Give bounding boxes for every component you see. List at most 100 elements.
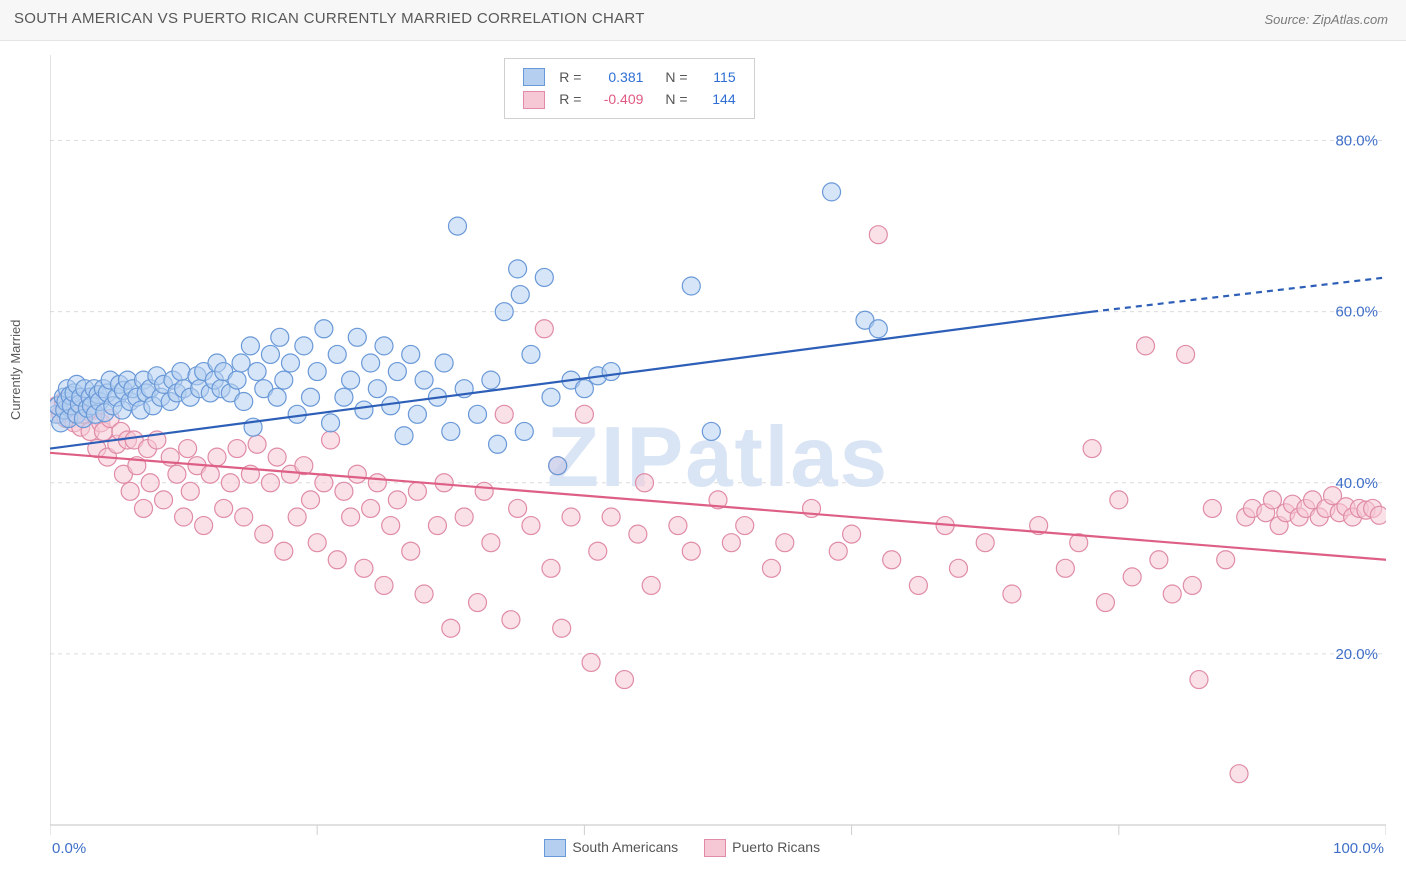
point [1083,440,1101,458]
point [823,183,841,201]
legend-label: South Americans [572,839,678,855]
chart-source: Source: ZipAtlas.com [1264,12,1388,27]
point [682,542,700,560]
point [228,371,246,389]
point [511,286,529,304]
point [455,508,473,526]
chart-title: SOUTH AMERICAN VS PUERTO RICAN CURRENTLY… [14,10,645,27]
legend-r-value: -0.409 [589,89,649,109]
point [602,363,620,381]
point [261,474,279,492]
point [388,491,406,509]
point [1177,345,1195,363]
point [255,525,273,543]
point [415,585,433,603]
point [235,508,253,526]
point [515,422,533,440]
point [542,559,560,577]
point [241,337,259,355]
point [295,337,313,355]
point [1230,765,1248,783]
point [362,499,380,517]
point [1183,576,1201,594]
point [181,482,199,500]
point [322,431,340,449]
point [1123,568,1141,586]
point [268,448,286,466]
point [949,559,967,577]
point [642,576,660,594]
point [135,499,153,517]
ytick-label: 40.0% [1335,475,1378,492]
point [388,363,406,381]
point [575,380,593,398]
legend-n-value: 115 [696,67,742,87]
point [201,465,219,483]
point [502,611,520,629]
point [221,474,239,492]
point [175,508,193,526]
point [1190,671,1208,689]
point [141,474,159,492]
legend-r-label: R = [553,89,587,109]
point [1003,585,1021,603]
point [442,422,460,440]
point [195,517,213,535]
legend-r-value: 0.381 [589,67,649,87]
point [1217,551,1235,569]
point [322,414,340,432]
point [1370,506,1386,524]
point [281,354,299,372]
point [909,576,927,594]
point [428,517,446,535]
point [335,388,353,406]
ytick-label: 60.0% [1335,304,1378,321]
point [382,517,400,535]
point [355,559,373,577]
legend-swatch [704,839,726,857]
point [315,320,333,338]
point [869,320,887,338]
point [168,465,186,483]
point [883,551,901,569]
point [629,525,647,543]
ytick-label: 80.0% [1335,133,1378,150]
point [348,328,366,346]
legend-table: R =0.381N =115R =-0.409N =144 [515,65,743,112]
point [829,542,847,560]
point [475,482,493,500]
point [342,371,360,389]
point [509,499,527,517]
point [489,435,507,453]
point [582,653,600,671]
point [402,345,420,363]
point [328,345,346,363]
point [375,337,393,355]
legend-swatch [523,68,545,86]
point [228,440,246,458]
point [342,508,360,526]
chart-header: SOUTH AMERICAN VS PUERTO RICAN CURRENTLY… [0,0,1406,41]
legend-r-label: R = [553,67,587,87]
point [1263,491,1281,509]
point [522,517,540,535]
point [542,388,560,406]
point [335,482,353,500]
legend-item: South Americans [544,839,678,855]
point [615,671,633,689]
legend-row: R =0.381N =115 [517,67,741,87]
series-puerto-ricans [50,226,1386,783]
point [395,427,413,445]
point [602,508,620,526]
point [415,371,433,389]
point [268,388,286,406]
point [308,534,326,552]
legend-series: South AmericansPuerto Ricans [544,839,846,857]
point [155,491,173,509]
legend-swatch [523,91,545,109]
point [535,320,553,338]
point [271,328,289,346]
point [261,345,279,363]
point [562,508,580,526]
point [121,482,139,500]
